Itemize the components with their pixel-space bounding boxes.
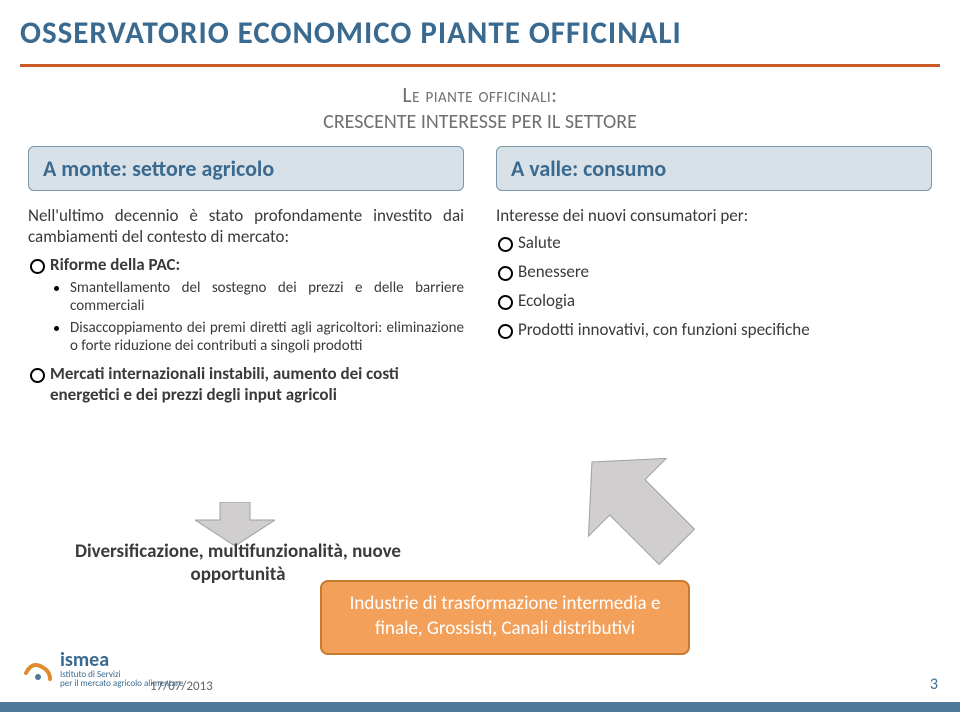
left-column: A monte: settore agricolo Nell'ultimo de…	[28, 146, 464, 413]
logo-brand: ismea	[60, 650, 183, 670]
right-pill-heading: A valle: consumo	[496, 146, 932, 191]
arrow-diagonal-icon	[560, 430, 730, 600]
logo-mark-icon	[22, 653, 54, 685]
right-item-4: Prodotti innovativi, con funzioni specif…	[498, 319, 932, 340]
subtitle-line-1: Le piante officinali:	[20, 81, 940, 108]
footer-accent-bar	[0, 702, 960, 712]
left-sub-list: Smantellamento del sostegno dei prezzi e…	[50, 279, 464, 355]
footer-page-number: 3	[930, 675, 938, 694]
subtitle-line-2: CRESCENTE INTERESSE PER IL SETTORE	[20, 110, 940, 134]
slide-title-block: OSSERVATORIO ECONOMICO PIANTE OFFICINALI	[0, 0, 960, 58]
left-intro-text: Nell'ultimo decennio è stato profondamen…	[28, 205, 464, 248]
orange-callout: Industrie di trasformazione intermedia e…	[320, 580, 690, 655]
right-intro-text: Interesse dei nuovi consumatori per:	[496, 205, 932, 226]
right-column: A valle: consumo Interesse dei nuovi con…	[496, 146, 932, 413]
right-item-1: Salute	[498, 232, 932, 253]
left-sub-1: Smantellamento del sostegno dei prezzi e…	[54, 279, 464, 315]
left-bullet-1: Riforme della PAC: Smantellamento del so…	[30, 254, 464, 355]
footer-date: 17/07/2013	[150, 679, 213, 694]
subtitle-block: Le piante officinali: CRESCENTE INTERESS…	[0, 67, 960, 138]
right-item-3: Ecologia	[498, 290, 932, 311]
left-bullet-1-lead: Riforme della PAC:	[50, 254, 180, 275]
two-column-layout: A monte: settore agricolo Nell'ultimo de…	[0, 138, 960, 413]
right-item-2: Benessere	[498, 261, 932, 282]
slide: OSSERVATORIO ECONOMICO PIANTE OFFICINALI…	[0, 0, 960, 712]
left-bullet-2: Mercati internazionali instabili, aument…	[30, 363, 464, 405]
left-pill-heading: A monte: settore agricolo	[28, 146, 464, 191]
right-bullet-list: Salute Benessere Ecologia Prodotti innov…	[496, 232, 932, 348]
left-bullet-list: Riforme della PAC: Smantellamento del so…	[28, 254, 464, 413]
slide-title: OSSERVATORIO ECONOMICO PIANTE OFFICINALI	[20, 14, 940, 52]
left-sub-2: Disaccoppiamento dei premi diretti agli …	[54, 319, 464, 355]
